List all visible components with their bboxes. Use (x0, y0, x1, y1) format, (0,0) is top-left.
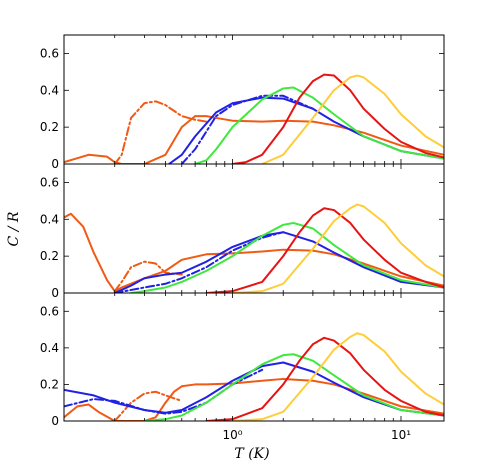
series-orange-solid-line (64, 115, 444, 164)
series-red-solid-line (231, 73, 444, 164)
panel-3: 0 0.2 0.4 0.6 (40, 292, 445, 428)
series-orange-dashdot-line (113, 260, 183, 293)
series-green-solid-line (130, 221, 444, 293)
series-red-solid-line (205, 207, 444, 293)
series-blue-dashdot-line (180, 94, 314, 164)
series-orange-dashdot-line (113, 100, 208, 164)
series-green-solid-line (143, 353, 444, 421)
y-tick-label: 0 (51, 414, 59, 428)
series-blue-dashdot-line (113, 231, 285, 293)
series-orange-solid-line (64, 377, 444, 421)
x-tick-label: 10¹ (391, 428, 411, 442)
panel-1: 0 0.2 0.4 0.6 (40, 34, 445, 171)
series-yellow-solid-line (231, 332, 444, 421)
y-tick-label: 0 (51, 286, 59, 300)
panels-group: 0 0.2 0.4 0.6 0 0.2 0.4 0.6 0 0.2 0.4 0.6 10⁰ 10¹ (40, 34, 445, 442)
y-tick-label: 0.4 (40, 212, 59, 226)
x-tick-label: 10⁰ (222, 428, 242, 442)
series-green-solid-line (194, 86, 444, 164)
series-blue-solid-line (168, 96, 444, 164)
x-axis-label: T (K) (234, 446, 269, 462)
y-tick-label: 0.4 (40, 341, 59, 355)
series-blue-solid-line (113, 231, 444, 293)
y-axis-label: C / R (6, 211, 22, 246)
series-orange-solid-line (64, 212, 444, 293)
y-tick-label: 0.6 (40, 304, 59, 318)
y-tick-label: 0.2 (40, 249, 59, 263)
panel-frame (63, 292, 445, 422)
y-tick-label: 0.2 (40, 377, 59, 391)
series-red-solid-line (205, 336, 444, 421)
y-tick-label: 0.2 (40, 120, 59, 134)
y-tick-label: 0.6 (40, 46, 59, 60)
series-yellow-solid-line (231, 203, 444, 293)
y-tick-label: 0.4 (40, 83, 59, 97)
panel-2: 0 0.2 0.4 0.6 (40, 163, 445, 300)
series-yellow-solid-line (261, 74, 444, 164)
series-blue-solid-line (64, 361, 444, 417)
y-tick-label: 0 (51, 157, 59, 171)
y-tick-label: 0.6 (40, 175, 59, 189)
